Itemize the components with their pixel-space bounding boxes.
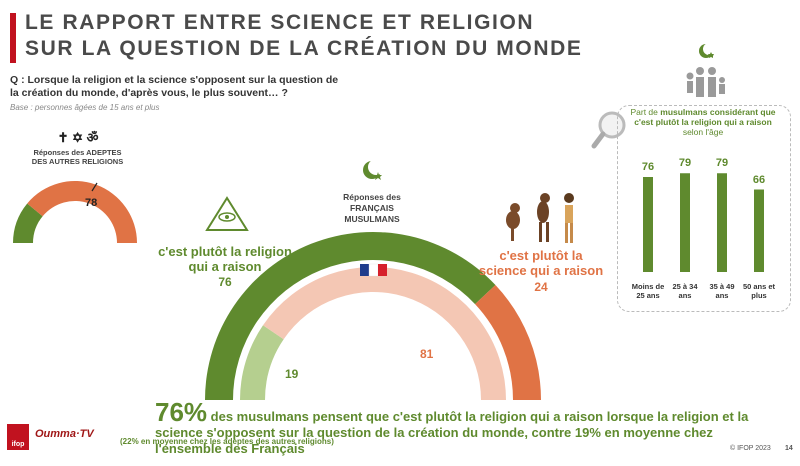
science-answer-label: c'est plutôt la science qui a raison <box>478 248 604 278</box>
age-bar <box>717 173 727 272</box>
age-bar-value: 79 <box>678 157 692 170</box>
crescent-star-icon-top <box>699 43 715 58</box>
small-religion-value: 22 <box>38 218 52 232</box>
survey-base: Base : personnes âgées de 15 ans et plus <box>10 103 160 112</box>
other-religions-label: Réponses des ADEPTES DES AUTRES RELIGION… <box>31 148 124 166</box>
evolution-figures-icon <box>506 193 574 243</box>
age-bar-category: Moins de 25 ans <box>631 282 665 300</box>
title-accent-bar <box>10 13 16 63</box>
eye-pyramid-icon <box>205 196 249 231</box>
copyright: © IFOP 2023 <box>730 445 771 452</box>
religion-answer-value: 76 <box>218 275 232 289</box>
big-gauge-science-segment <box>475 284 541 400</box>
survey-question: Q : Lorsque la religion et la science s'… <box>10 74 339 99</box>
age-bar-category: 35 à 49 ans <box>709 282 735 300</box>
inner-religion-value: 19 <box>285 367 299 381</box>
age-bar-value: 66 <box>752 173 766 186</box>
age-bar <box>643 177 653 272</box>
family-icon <box>686 67 725 97</box>
inner-gauge-science-segment <box>262 267 506 400</box>
small-gauge-religion-segment <box>13 203 43 243</box>
age-bar <box>680 173 690 272</box>
page-title: LE RAPPORT ENTRE SCIENCE ET RELIGION SUR… <box>25 11 583 60</box>
inner-science-value: 81 <box>420 347 434 361</box>
age-bar-category: 25 à 34 ans <box>672 282 698 300</box>
religion-symbols-icon: ✝ ✡ ॐ <box>57 130 99 145</box>
key-finding: 76% des musulmans pensent que c'est plut… <box>155 397 749 456</box>
big-gauge <box>205 232 541 400</box>
science-answer-value: 24 <box>534 280 548 294</box>
muslims-label: Réponses des FRANÇAIS MUSULMANS <box>343 192 401 224</box>
small-gauge <box>13 180 137 243</box>
age-bar-value: 79 <box>715 157 729 170</box>
big-gauge-religion-segment <box>205 232 496 400</box>
gauge-marker <box>91 182 98 192</box>
age-bar <box>754 189 764 272</box>
inner-gauge-religion-segment <box>240 325 284 400</box>
age-bar-chart <box>643 173 764 272</box>
small-gauge-science-segment <box>27 180 137 243</box>
crescent-star-icon <box>363 159 384 180</box>
key-finding-pct: 76% <box>155 397 208 427</box>
religion-answer-label: c'est plutôt la religion qui a raison <box>158 244 292 274</box>
age-panel <box>617 105 791 312</box>
age-panel-title: Part de musulmans considérant que c'est … <box>630 107 776 137</box>
oumma-logo: Oumma·TV <box>35 428 94 440</box>
small-science-value: 78 <box>85 197 98 209</box>
page-number: 14 <box>785 445 793 452</box>
french-flag-icon <box>360 263 387 277</box>
magnifier-icon <box>591 111 626 149</box>
age-bar-category: 50 ans et plus <box>742 282 776 300</box>
age-bar-value: 76 <box>641 161 655 173</box>
ifop-logo: ifop <box>7 424 29 450</box>
key-finding-note: (22% en moyenne chez les adeptes des aut… <box>120 437 334 446</box>
